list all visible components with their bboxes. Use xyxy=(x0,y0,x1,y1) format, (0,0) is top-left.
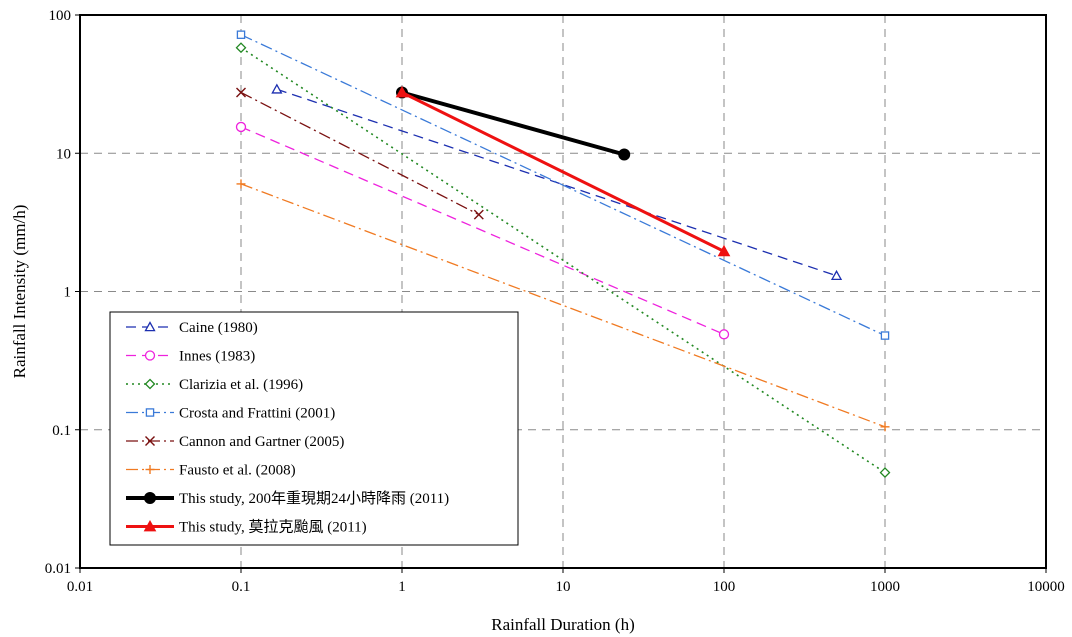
y-tick-label: 1 xyxy=(64,285,72,301)
data-point-square xyxy=(236,30,246,39)
data-point-x xyxy=(473,209,484,220)
legend-label: Caine (1980) xyxy=(179,320,258,336)
legend-label: Clarizia et al. (1996) xyxy=(179,377,303,393)
data-point-diamond xyxy=(879,467,891,478)
data-point-triangle xyxy=(143,519,157,532)
data-point-plus xyxy=(880,422,890,432)
legend-label: Cannon and Gartner (2005) xyxy=(179,434,344,450)
x-stroke xyxy=(145,436,155,446)
data-point-plus xyxy=(236,179,246,189)
y-tick-label: 100 xyxy=(49,8,72,24)
series-line xyxy=(240,126,725,335)
legend-label: This study, 200年重現期24小時降雨 (2011) xyxy=(179,490,449,507)
data-point-plus xyxy=(145,465,155,474)
data-point-triangle xyxy=(271,83,283,94)
x-tick-label: 1 xyxy=(398,579,406,595)
series-line xyxy=(240,183,886,428)
series-line xyxy=(276,88,837,277)
y-tick-label: 0.1 xyxy=(52,423,71,439)
data-point-circle xyxy=(144,492,156,504)
data-point-circle xyxy=(718,329,730,340)
data-point-diamond xyxy=(144,378,156,390)
data-point-triangle xyxy=(144,321,156,332)
data-point-square xyxy=(145,408,155,417)
legend-item: Clarizia et al. (1996) xyxy=(126,377,303,393)
legend-item: Crosta and Frattini (2001) xyxy=(126,406,335,422)
legend-item: This study, 200年重現期24小時降雨 (2011) xyxy=(126,490,449,507)
x-stroke xyxy=(473,209,484,220)
data-point-circle xyxy=(144,350,156,361)
series-line xyxy=(240,91,480,216)
tick-layer: 0.01 0.1 1 10 100 1000 10000 0.01 0.1 1 10 100 xyxy=(45,8,1065,595)
series-line xyxy=(240,34,886,337)
series-6 xyxy=(396,86,631,161)
series-line xyxy=(401,90,625,157)
data-point-triangle xyxy=(395,85,409,98)
x-tick-label: 1000 xyxy=(870,579,900,595)
series-line xyxy=(401,91,725,253)
data-point-circle xyxy=(618,148,631,161)
x-tick-label: 0.1 xyxy=(232,579,251,595)
legend-item: Cannon and Gartner (2005) xyxy=(126,434,344,450)
series-line xyxy=(240,47,886,474)
legend-label: This study, 莫拉克颱風 (2011) xyxy=(179,519,367,536)
data-point-x xyxy=(236,87,246,98)
data-point-square xyxy=(880,331,890,340)
x-tick-label: 10000 xyxy=(1027,579,1065,595)
series-3 xyxy=(236,30,890,340)
y-tick-label: 10 xyxy=(56,146,71,162)
x-tick-label: 0.01 xyxy=(67,579,93,595)
series-4 xyxy=(236,87,484,220)
series-2 xyxy=(235,42,891,478)
series-layer xyxy=(235,30,891,478)
x-tick-label: 100 xyxy=(713,579,736,595)
legend-label: Innes (1983) xyxy=(179,349,255,365)
x-stroke xyxy=(236,87,246,98)
x-tick-label: 10 xyxy=(556,579,571,595)
y-tick-label: 0.01 xyxy=(45,561,71,577)
series-5 xyxy=(236,179,890,432)
legend-item: Innes (1983) xyxy=(126,349,255,365)
data-point-x xyxy=(145,436,155,446)
data-point-triangle xyxy=(830,269,843,280)
series-0 xyxy=(271,83,843,280)
data-point-triangle xyxy=(717,244,731,257)
legend-label: Crosta and Frattini (2001) xyxy=(179,406,335,422)
legend-item: Fausto et al. (2008) xyxy=(126,463,296,479)
legend: Caine (1980) Innes (1983) Clarizia et al. … xyxy=(109,311,519,546)
data-point-diamond xyxy=(235,42,247,54)
series-1 xyxy=(235,121,730,340)
data-point-circle xyxy=(235,121,247,133)
x-axis-label: Rainfall Duration (h) xyxy=(491,615,635,634)
legend-item: Caine (1980) xyxy=(126,320,258,336)
series-7 xyxy=(395,85,731,257)
y-axis-label: Rainfall Intensity (mm/h) xyxy=(10,205,29,379)
legend-item: This study, 莫拉克颱風 (2011) xyxy=(126,519,367,536)
legend-label: Fausto et al. (2008) xyxy=(179,463,296,479)
legend-box xyxy=(109,311,519,546)
